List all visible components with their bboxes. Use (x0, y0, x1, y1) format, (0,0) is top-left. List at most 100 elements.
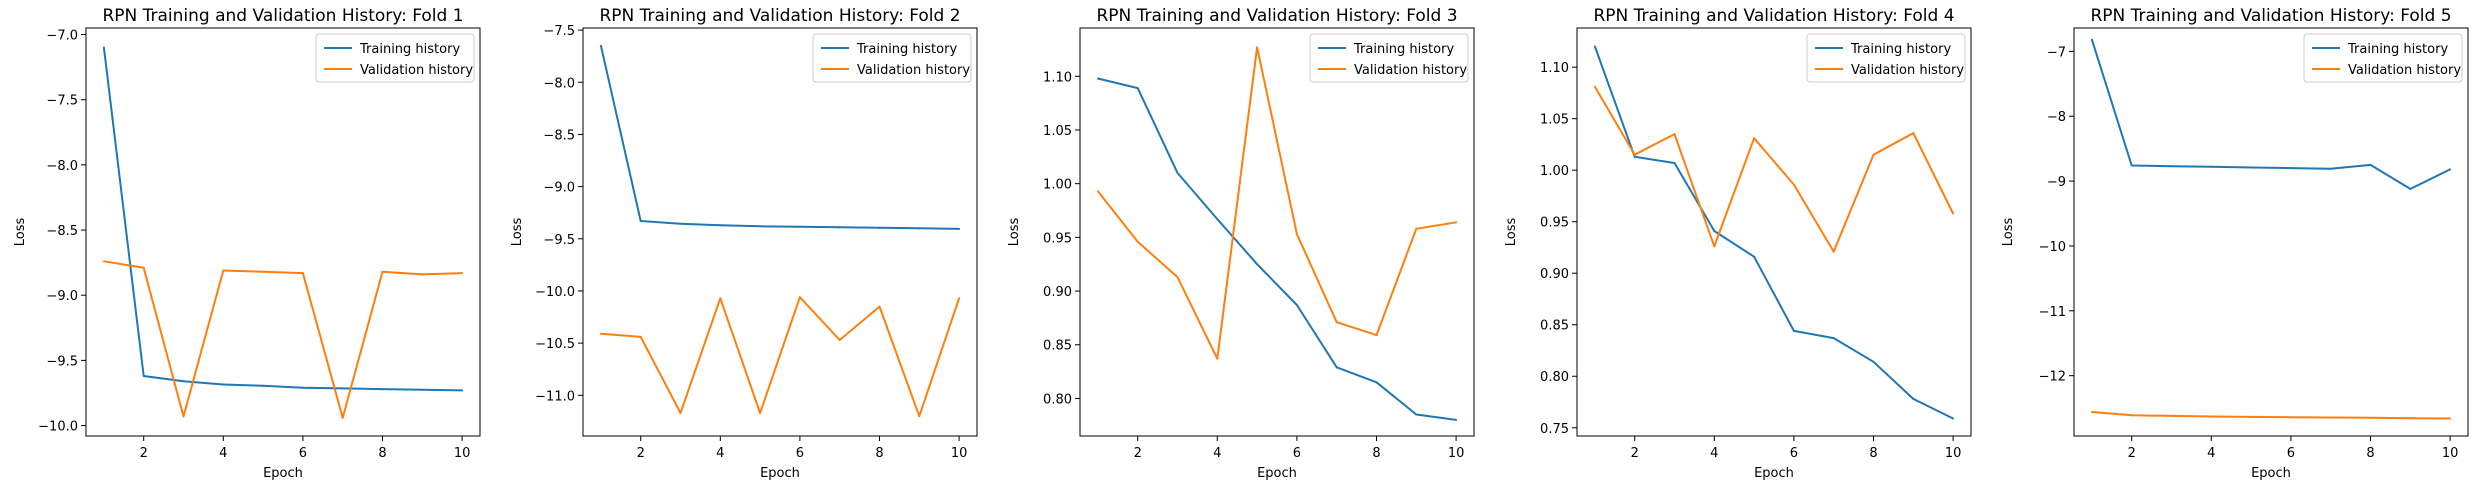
x-tick-label: 4 (2207, 446, 2215, 461)
y-tick-label: −7.0 (46, 29, 78, 44)
data-point (2170, 165, 2173, 168)
legend-label: Training history (856, 42, 957, 57)
data-point (1593, 85, 1596, 88)
x-tick-label: 2 (140, 446, 148, 461)
legend-label: Validation history (857, 63, 970, 78)
y-tick-label: 1.00 (1043, 178, 1072, 193)
data-point (1673, 133, 1676, 136)
data-point (1912, 132, 1915, 135)
x-tick-label: 2 (637, 446, 645, 461)
x-tick-label: 4 (219, 446, 227, 461)
y-axis-label: Loss (2001, 218, 2016, 247)
series-line-1 (1097, 77, 1457, 421)
y-tick-label: 0.85 (1540, 319, 1569, 334)
series-line-2 (600, 296, 961, 418)
y-tick-label: 0.80 (1043, 392, 1072, 407)
data-point (798, 225, 801, 228)
y-tick-label: 0.80 (1540, 370, 1569, 385)
y-tick-label: 0.75 (1540, 422, 1569, 437)
y-tick-label: −9.5 (543, 233, 575, 248)
series-line-1 (2090, 39, 2451, 190)
series-line-1 (599, 45, 960, 230)
x-tick-label: 10 (2442, 446, 2459, 461)
y-tick-label: −11.0 (535, 389, 575, 404)
data-point (421, 273, 424, 276)
chart-title: RPN Training and Validation History: Fol… (1096, 6, 1457, 26)
x-tick-label: 10 (1945, 446, 1962, 461)
data-point (2369, 416, 2372, 419)
legend-label: Validation history (2348, 63, 2461, 78)
y-tick-label: 0.85 (1043, 339, 1072, 354)
data-point (719, 224, 722, 227)
legend-box (315, 33, 475, 83)
data-point (2210, 415, 2213, 418)
x-tick-label: 8 (1372, 446, 1380, 461)
x-tick-label: 6 (2287, 446, 2295, 461)
data-point (1952, 417, 1955, 420)
data-point (878, 226, 881, 229)
data-point (759, 412, 762, 415)
data-point (878, 305, 881, 308)
y-tick-label: −9 (2047, 175, 2066, 190)
data-point (958, 227, 961, 230)
data-point (381, 270, 384, 273)
data-point (262, 270, 265, 273)
legend-box (812, 33, 972, 83)
data-point (2289, 416, 2292, 419)
data-point (1455, 418, 1458, 421)
data-point (301, 272, 304, 275)
data-point (1753, 137, 1756, 140)
legend-label: Training history (2347, 42, 2448, 57)
data-point (679, 412, 682, 415)
series-line-1 (102, 47, 463, 392)
x-tick-label: 8 (875, 446, 883, 461)
data-point (759, 225, 762, 228)
data-point (1753, 255, 1756, 258)
data-point (1295, 304, 1298, 307)
data-point (142, 375, 145, 378)
legend-label: Validation history (1354, 63, 1467, 78)
data-point (341, 416, 344, 419)
data-point (2250, 415, 2253, 418)
data-point (639, 220, 642, 223)
legend-label: Training history (1850, 42, 1951, 57)
data-point (301, 386, 304, 389)
data-point (639, 335, 642, 338)
data-point (1216, 218, 1219, 221)
chart-panel-5: RPN Training and Validation History: Fol… (2001, 6, 2469, 481)
data-point (1335, 366, 1338, 369)
x-tick-label: 4 (1213, 446, 1221, 461)
data-point (719, 297, 722, 300)
chart-title: RPN Training and Validation History: Fol… (1593, 6, 1954, 26)
chart-panel-1: RPN Training and Validation History: Fol… (13, 6, 481, 481)
series-line-1 (1593, 46, 1954, 420)
legend-label: Training history (1353, 42, 1454, 57)
legend-box (1806, 33, 1966, 83)
data-point (2210, 165, 2213, 168)
data-point (838, 339, 841, 341)
chart-panel-3: RPN Training and Validation History: Fol… (1007, 6, 1475, 481)
legend: Training history Validation history (812, 33, 972, 83)
y-tick-label: −8.5 (46, 224, 78, 239)
y-tick-label: −9.5 (46, 354, 78, 369)
y-tick-label: 1.05 (1540, 113, 1569, 128)
data-point (1415, 413, 1418, 416)
legend: Training history Validation history (1309, 33, 1469, 83)
data-point (1096, 190, 1099, 193)
axes-frame (1576, 27, 1972, 437)
data-point (1792, 183, 1795, 186)
y-tick-label: −7.5 (543, 24, 575, 39)
data-point (1375, 334, 1378, 337)
data-point (1256, 263, 1259, 266)
data-point (142, 266, 145, 269)
data-point (2090, 411, 2093, 413)
data-point (1673, 161, 1676, 164)
x-axis-label: Epoch (2251, 466, 2291, 481)
y-tick-label: −11 (2039, 305, 2066, 320)
axes-frame (582, 27, 978, 437)
data-point (1792, 329, 1795, 332)
axes-frame (1079, 27, 1475, 437)
y-tick-label: 1.10 (1540, 61, 1569, 76)
data-point (2130, 414, 2133, 417)
